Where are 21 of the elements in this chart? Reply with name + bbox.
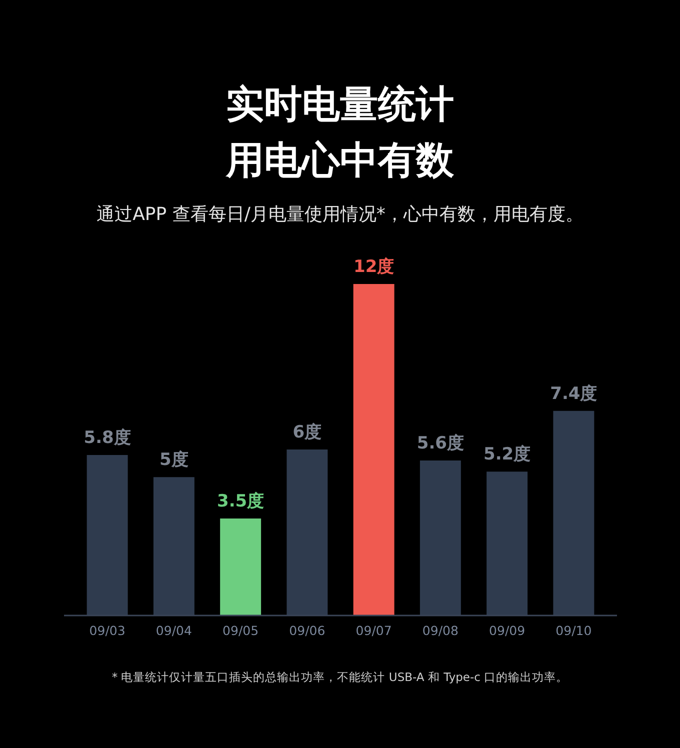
data-label: 3.5度 (217, 491, 264, 512)
x-tick-label: 09/03 (89, 622, 126, 638)
x-tick-label: 09/08 (422, 622, 458, 638)
data-label: 7.4度 (550, 384, 598, 404)
data-label: 5.6度 (416, 433, 464, 454)
x-tick-label: 09/05 (222, 622, 259, 638)
x-tick-label: 09/04 (156, 622, 192, 638)
data-label: 5.8度 (84, 428, 131, 448)
text: * 电量统计仅计量五口插头的总输出功率，不能统计 USB-A 和 Type-c 口的输出功率。 (110, 669, 570, 686)
data-label: 5度 (160, 450, 188, 470)
data-label: 5.2度 (484, 444, 531, 464)
x-tick-label: 09/10 (556, 622, 592, 638)
bar (353, 284, 394, 615)
x-tick-label: 09/06 (289, 622, 326, 638)
bar (220, 518, 262, 615)
data-label: 12度 (353, 256, 394, 277)
x-tick-label: 09/09 (489, 622, 526, 638)
chart-subtitle: 通过APP 查看每日/月电量使用情况*，心中有数，用电有度。 (96, 203, 584, 227)
chart-title: 实时电量统计用电心中有数 (224, 81, 455, 184)
x-tick-label: 09/07 (356, 622, 392, 638)
data-label: 6度 (292, 422, 322, 442)
